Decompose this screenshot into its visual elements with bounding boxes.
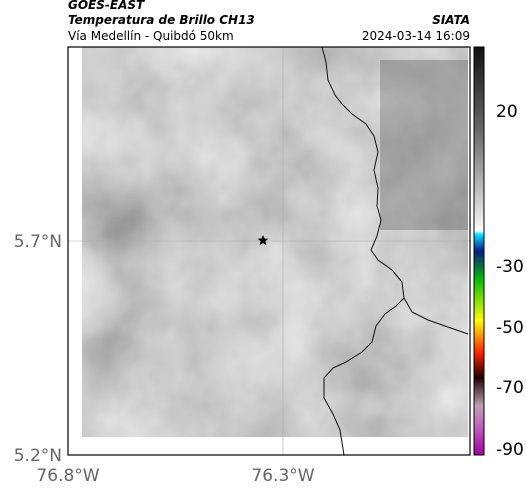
imagery (82, 47, 468, 437)
lon-label: 76.8°W (36, 466, 99, 486)
colorbar-label: -90 (496, 440, 524, 460)
agency-label: SIATA (432, 13, 470, 27)
colorbar-label: -30 (496, 257, 524, 277)
lat-label: 5.7°N (14, 232, 62, 252)
timestamp-label: 2024-03-14 16:09 (362, 29, 470, 43)
border-line (323, 297, 405, 456)
lon-label: 76.3°W (251, 466, 314, 486)
imagery-dark (380, 60, 468, 230)
product-title: Temperatura de Brillo CH13 (68, 13, 255, 27)
colorbar: 20 -30 -50 -70 -90 (473, 46, 524, 460)
colorbar-label: 20 (496, 102, 518, 122)
location-label: Vía Medellín - Quibdó 50km (68, 29, 234, 43)
map-frame (67, 46, 471, 456)
source-title: GOES-EAST (68, 0, 145, 12)
lat-label: 5.2°N (14, 446, 62, 466)
colorbar-label: -70 (496, 378, 524, 398)
colorbar-label: -50 (496, 318, 524, 338)
border-line (321, 46, 469, 335)
location-marker (257, 235, 269, 245)
colorbar-ramp (473, 46, 485, 456)
map-panel (67, 46, 471, 456)
